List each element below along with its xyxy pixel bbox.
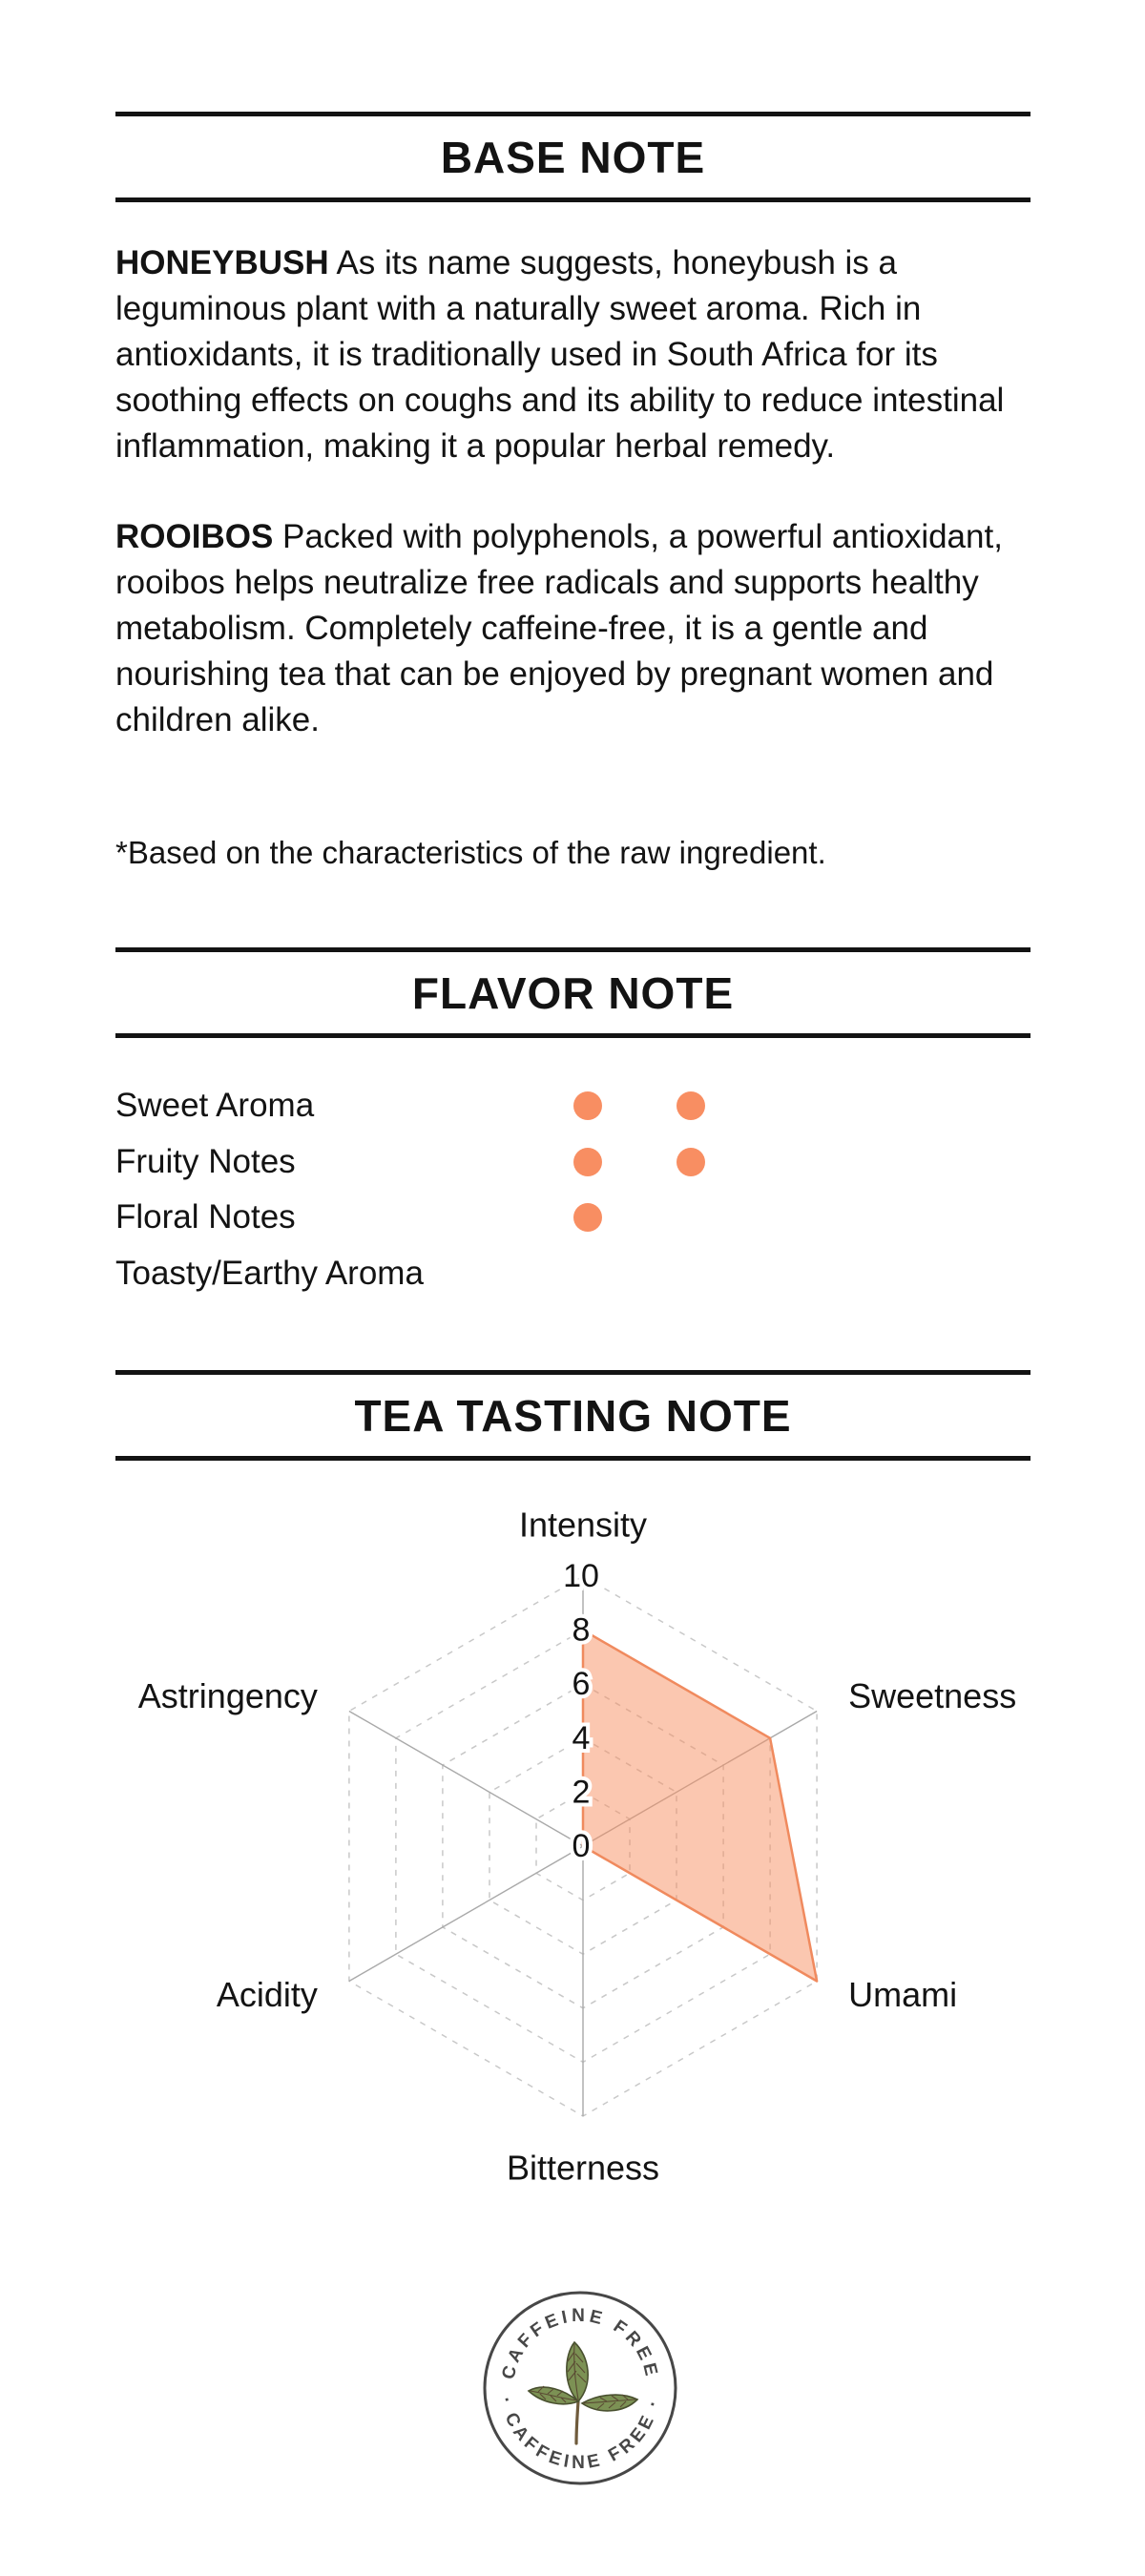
radar-tick-label: 0 (572, 1828, 591, 1864)
radar-axis-label: Astringency (138, 1676, 318, 1715)
flavor-dot (677, 1091, 705, 1121)
flavor-dot (677, 1147, 705, 1176)
flavor-row: Sweet Aroma (115, 1078, 1030, 1134)
section-header-tea-tasting-note: TEA TASTING NOTE (115, 1370, 1030, 1461)
radar-axis-line (348, 1845, 584, 1983)
caffeine-free-badge: CAFFEINE FREE · CAFFEINE FREE · (483, 2291, 677, 2485)
leaf-right (580, 2394, 639, 2412)
flavor-dot (572, 1203, 602, 1233)
radar-tick-label: 10 (563, 1558, 599, 1594)
radar-tick-label: 4 (572, 1720, 591, 1756)
radar-axis-label: Acidity (217, 1975, 318, 2014)
base-note-title: BASE NOTE (440, 132, 706, 182)
flavor-label: Fruity Notes (115, 1142, 296, 1180)
base-note-copy: HONEYBUSH As its name suggests, honeybus… (115, 240, 1033, 743)
radar-tick-label: 2 (572, 1774, 591, 1810)
honeybush-lead: HONEYBUSH (115, 244, 329, 281)
section-header-base-note: BASE NOTE (115, 112, 1030, 202)
leaf-stem (574, 2399, 580, 2445)
leaf-veins (530, 2343, 636, 2410)
leaf-center (566, 2340, 589, 2403)
honeybush-text: As its name suggests, honeybush is a leg… (115, 244, 1005, 465)
footnote: *Based on the characteristics of the raw… (115, 835, 826, 870)
rooibos-text: Packed with polyphenols, a powerful anti… (115, 518, 1003, 738)
flavor-dot (572, 1091, 602, 1121)
radar-axis-label: Bitterness (507, 2149, 659, 2188)
radar-axis-label: Intensity (519, 1506, 647, 1545)
flavor-label: Toasty/Earthy Aroma (115, 1254, 424, 1292)
flavor-row: Floral Notes (115, 1190, 1030, 1246)
rooibos-lead: ROOIBOS (115, 518, 274, 555)
flavor-note-title: FLAVOR NOTE (411, 967, 735, 1018)
flavor-list: Sweet Aroma Fruity Notes Floral Notes Toast… (115, 1078, 1030, 1301)
radar-tick-label: 6 (572, 1666, 591, 1702)
radar-value-polygon (581, 1629, 819, 1983)
flavor-row: Fruity Notes (115, 1134, 1030, 1191)
flavor-label: Sweet Aroma (115, 1087, 315, 1125)
honeybush-paragraph: HONEYBUSH As its name suggests, honeybus… (115, 240, 1033, 469)
flavor-dot (572, 1147, 602, 1176)
radar-tick-label: 8 (572, 1612, 591, 1649)
section-header-flavor-note: FLAVOR NOTE (115, 947, 1030, 1038)
tea-tasting-note-title: TEA TASTING NOTE (354, 1390, 792, 1441)
radar-axis-line (348, 1710, 584, 1847)
flavor-label: Floral Notes (115, 1198, 296, 1236)
flavor-row: Toasty/Earthy Aroma (115, 1246, 1030, 1302)
tea-tasting-radar-chart: 0 2 4 6 8 10 Intensity Sweetness Umami Bitterness… (138, 1506, 1016, 2188)
radar-axis-label: Umami (848, 1975, 957, 2014)
tea-leaf-icon (527, 2340, 639, 2445)
radar-axis-label: Sweetness (848, 1676, 1016, 1715)
rooibos-paragraph: ROOIBOS Packed with polyphenols, a power… (115, 514, 1033, 743)
